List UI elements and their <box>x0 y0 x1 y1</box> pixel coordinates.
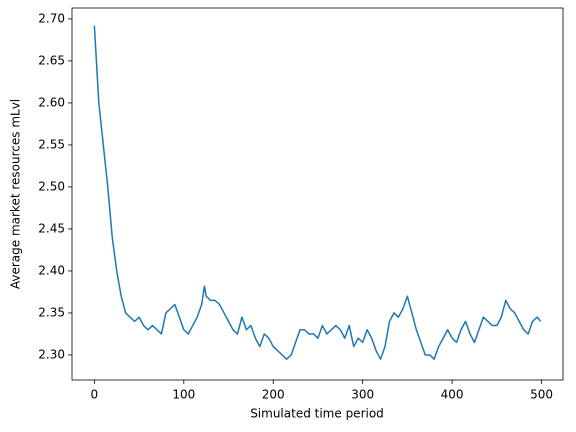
x-tick-label: 400 <box>441 388 464 402</box>
y-tick-label: 2.30 <box>38 347 65 361</box>
y-tick-label: 2.40 <box>38 263 65 277</box>
data-line <box>93 25 542 360</box>
y-tick-label: 2.35 <box>38 305 65 319</box>
x-tick-label: 100 <box>172 388 195 402</box>
plot-frame <box>71 7 564 381</box>
x-tick-label: 500 <box>530 388 553 402</box>
x-tick-label: 300 <box>351 388 374 402</box>
x-tick-label: 0 <box>91 388 99 402</box>
y-tick-label: 2.50 <box>38 179 65 193</box>
y-tick-label: 2.65 <box>38 53 65 67</box>
y-tick-label: 2.45 <box>38 221 65 235</box>
y-tick-label: 2.55 <box>38 137 65 151</box>
x-tick-label: 200 <box>262 388 285 402</box>
y-tick-label: 2.70 <box>38 11 65 25</box>
y-axis-label: Average market resources mLvl <box>9 99 23 289</box>
x-axis-label: Simulated time period <box>250 407 384 421</box>
y-tick-label: 2.60 <box>38 95 65 109</box>
